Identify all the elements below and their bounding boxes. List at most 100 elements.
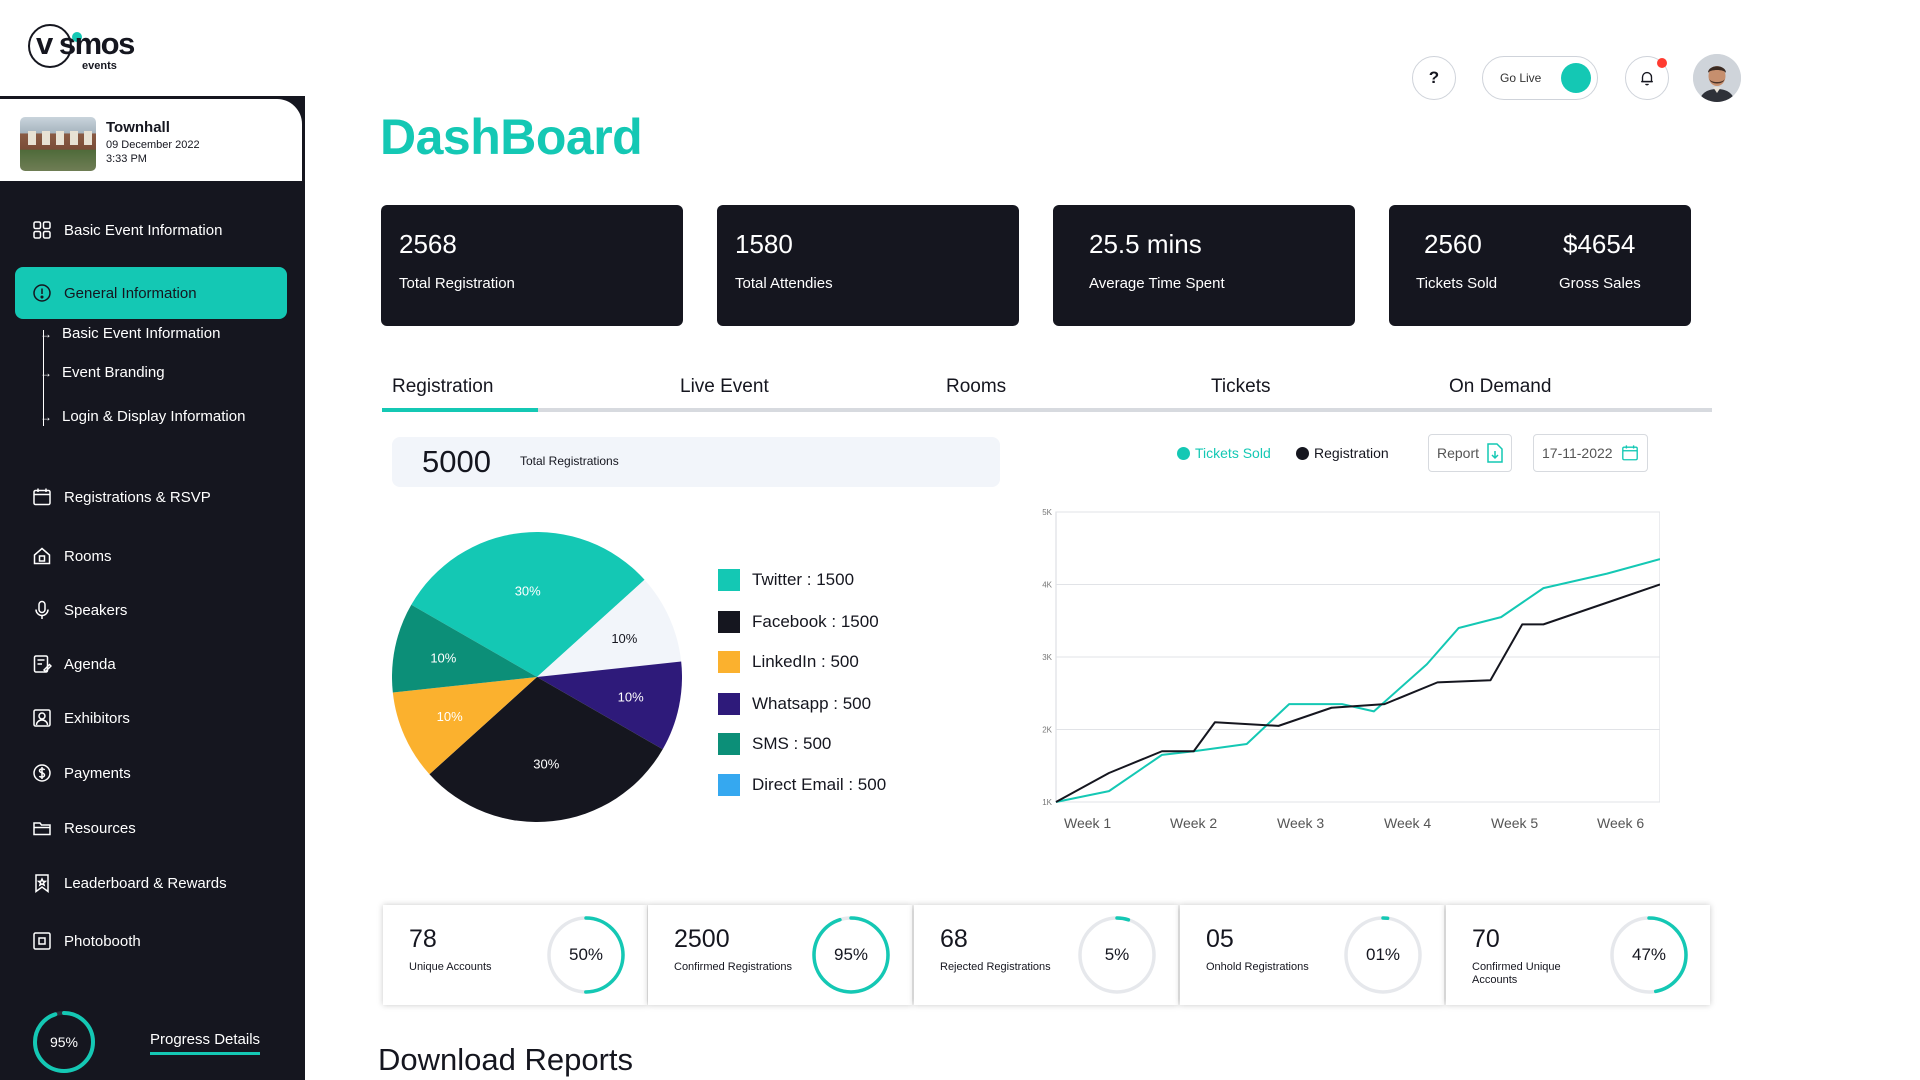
tab-registration[interactable]: Registration: [392, 376, 494, 397]
pie-slice-label: 10%: [437, 709, 463, 724]
payments-icon: [32, 763, 52, 783]
tab-live-event[interactable]: Live Event: [680, 376, 769, 397]
line-legend-tickets-sold: Tickets Sold: [1177, 445, 1271, 461]
stat-card-total-registration: 2568 Total Registration: [381, 205, 683, 326]
legend-swatch: [718, 733, 740, 755]
legend-label: Tickets Sold: [1195, 445, 1271, 461]
date-value: 17-11-2022: [1542, 445, 1613, 461]
photobooth-icon: [32, 931, 52, 951]
sidebar-item-payments[interactable]: Payments: [32, 761, 131, 785]
total-registrations-label: Total Registrations: [520, 454, 619, 468]
kpi-card: 05 Onhold Registrations 01%: [1180, 905, 1444, 1005]
legend-label: Whatsapp : 500: [752, 694, 872, 713]
pie-slice-linkedin: [392, 677, 537, 775]
stat-value-tickets-sold: 2560: [1424, 229, 1482, 259]
legend-dot: [1177, 446, 1190, 460]
report-download-button[interactable]: Report: [1428, 434, 1513, 472]
legend-swatch: [718, 611, 740, 633]
sidebar-item-label: Payments: [64, 764, 131, 782]
go-live-toggle[interactable]: Go Live: [1482, 56, 1598, 100]
kpi-progress-ring: [547, 916, 625, 994]
kpi-percent: 5%: [1104, 945, 1130, 964]
legend-item-facebook: Facebook : 1500: [718, 610, 879, 634]
submenu-connector: [43, 330, 44, 426]
submenu-item-label: Basic Event Information: [62, 325, 221, 342]
sidebar-item-label: Photobooth: [64, 932, 141, 950]
stat-label: Total Attendies: [735, 275, 833, 292]
legend-swatch: [718, 774, 740, 796]
kpi-progress-ring: [1344, 916, 1422, 994]
submenu-item-login-display-information[interactable]: → Login & Display Information: [40, 408, 245, 425]
kpi-card: 68 Rejected Registrations 5%: [914, 905, 1178, 1005]
progress-details-link[interactable]: Progress Details: [150, 1031, 261, 1055]
pie-slice-other: [537, 579, 682, 677]
legend-label: Facebook : 1500: [752, 612, 879, 631]
grid-icon: [32, 220, 52, 240]
sidebar-item-resources[interactable]: Resources: [32, 816, 136, 840]
submenu-item-event-branding[interactable]: → Event Branding: [40, 364, 165, 381]
kpi-card: 2500 Confirmed Registrations 95%: [648, 905, 912, 1005]
tab-rooms[interactable]: Rooms: [946, 376, 1007, 397]
active-tab-indicator: [382, 408, 538, 412]
sidebar-item-leaderboard-rewards[interactable]: Leaderboard & Rewards: [32, 871, 227, 895]
tab-tickets[interactable]: Tickets: [1211, 376, 1271, 397]
tab-on-demand[interactable]: On Demand: [1449, 376, 1552, 397]
page-title: DashBoard: [380, 109, 643, 165]
sidebar-item-label: Registrations & RSVP: [64, 488, 211, 506]
sidebar-item-rooms[interactable]: Rooms: [32, 544, 112, 568]
x-tick-label: Week 6: [1597, 815, 1644, 831]
bell-icon: [1641, 71, 1653, 86]
avatar[interactable]: [1693, 54, 1741, 102]
pie-slice-label: 10%: [611, 631, 637, 646]
kpi-value: 78: [409, 925, 437, 953]
sidebar-item-registrations-rsvp[interactable]: Registrations & RSVP: [32, 485, 211, 509]
legend-item-whatsapp: Whatsapp : 500: [718, 692, 871, 716]
sidebar-item-label: General Information: [64, 284, 197, 302]
x-tick-label: Week 4: [1384, 815, 1431, 831]
x-tick-label: Week 2: [1170, 815, 1217, 831]
pie-slice-whatsapp: [537, 661, 682, 750]
registration-line-chart: 1K 2K 3K 4K 5K Week 1 Week 2 Week 3 Week 4 Week 5…: [1042, 508, 1660, 831]
sidebar-item-label: Agenda: [64, 655, 116, 673]
stat-value: 25.5 mins: [1089, 229, 1202, 259]
sidebar-item-speakers[interactable]: Speakers: [32, 598, 127, 622]
legend-item-linkedin: LinkedIn : 500: [718, 650, 859, 674]
toggle-knob: [1561, 63, 1591, 93]
sidebar-item-label: Exhibitors: [64, 709, 130, 727]
submenu-item-label: Event Branding: [62, 364, 165, 381]
submenu-item-basic-event-information[interactable]: → Basic Event Information: [40, 325, 220, 342]
event-date: 09 December 2022: [106, 139, 200, 151]
download-file-icon: [1487, 443, 1503, 463]
total-registrations-box: 5000 Total Registrations: [392, 437, 1000, 487]
sidebar-item-exhibitors[interactable]: Exhibitors: [32, 706, 130, 730]
event-card[interactable]: Townhall 09 December 2022 3:33 PM: [0, 96, 305, 184]
x-tick-label: Week 1: [1064, 815, 1111, 831]
kpi-percent: 95%: [833, 945, 869, 964]
date-picker[interactable]: 17-11-2022: [1533, 434, 1648, 472]
stat-value: 2568: [399, 229, 457, 259]
download-reports-title: Download Reports: [378, 1042, 634, 1077]
x-tick-label: Week 5: [1491, 815, 1538, 831]
kpi-value: 70: [1472, 925, 1500, 953]
legend-item-twitter: Twitter : 1500: [718, 568, 854, 592]
report-label: Report: [1437, 445, 1480, 461]
sidebar-item-photobooth[interactable]: Photobooth: [32, 929, 141, 953]
logo-text: v smos: [36, 26, 135, 61]
stat-value: 1580: [735, 229, 793, 259]
stat-label: Total Registration: [399, 275, 515, 292]
pie-slice-label: 30%: [515, 583, 541, 598]
y-tick-label: 1K: [1042, 798, 1052, 807]
user-avatar-icon: [1693, 54, 1741, 102]
stat-card-tickets-sales: 2560 Tickets Sold $4654 Gross Sales: [1389, 205, 1691, 326]
sidebar-item-label: Speakers: [64, 601, 128, 619]
pie-slice-twitter: [411, 532, 645, 677]
sidebar-item-label: Rooms: [64, 547, 112, 565]
logo[interactable]: v smos events: [26, 22, 166, 72]
sidebar-item-label: Basic Event Information: [64, 221, 223, 239]
sidebar-item-agenda[interactable]: Agenda: [32, 652, 116, 676]
help-button[interactable]: ?: [1412, 56, 1456, 100]
sidebar-item-basic-event-information[interactable]: Basic Event Information: [32, 218, 222, 242]
sidebar-item-general-information[interactable]: General Information: [15, 267, 287, 319]
go-live-label: Go Live: [1500, 71, 1542, 85]
sidebar: v smos events Townhall 09 December 2022 …: [0, 0, 305, 1080]
